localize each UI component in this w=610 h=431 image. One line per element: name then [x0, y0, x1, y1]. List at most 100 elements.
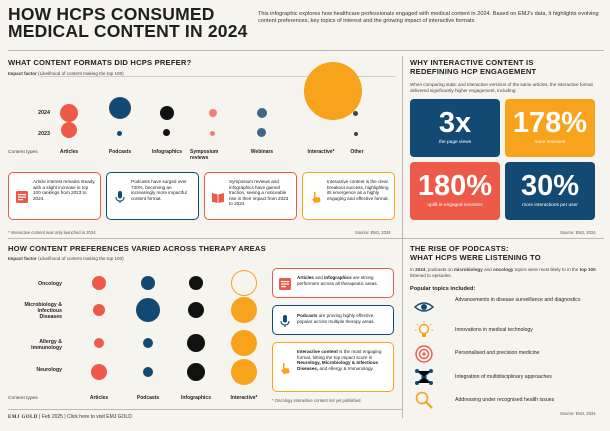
stat-engaged-sessions: 180% uplift in engaged sessions: [410, 162, 500, 220]
therapy-col-podcasts: Podcasts: [136, 395, 160, 401]
formats-card-interactive-text: Interactive content is the clear breakou…: [327, 179, 389, 201]
topic-precision: Personalised and precision medicine: [455, 350, 540, 356]
col-webinars: Webinars: [250, 149, 274, 155]
formats-heading: WHAT CONTENT FORMATS DID HCPS PREFER?: [8, 58, 192, 67]
formats-card-podcasts-text: Podcasts have surged over 730%, becoming…: [131, 179, 187, 201]
micro-infographics-bubble: [188, 302, 204, 318]
book-icon: [212, 193, 224, 203]
footer-link[interactable]: Click here to visit EMJ GOLD: [67, 414, 132, 420]
podcasts-source: Source: EMJ, 2024: [560, 411, 596, 416]
header-divider: [8, 50, 604, 51]
interactive-heading-line1: WHY INTERACTIVE CONTENT IS: [410, 58, 534, 67]
therapy-card-articles-bold1: Articles: [297, 275, 314, 280]
lightbulb-icon: [415, 321, 433, 337]
podcasts-desc-end: listened to episodes.: [410, 272, 452, 278]
network-icon: [415, 369, 433, 385]
col-articles: Articles: [59, 149, 79, 155]
formats-card-articles: Article interest remains steady, with a …: [8, 172, 101, 220]
topic-multidisciplinary: Integration of multidisciplinary approac…: [455, 374, 552, 380]
target-icon: [415, 345, 433, 363]
stat-sessions-label: more sessions: [534, 140, 566, 145]
therapy-card-podcasts-text: Podcasts are proving highly effective, p…: [297, 313, 391, 324]
therapy-card-podcasts-rest: are proving highly effective, popular ac…: [297, 313, 375, 324]
therapy-card-articles-mid: and: [313, 275, 325, 280]
column-divider: [402, 56, 403, 418]
stat-engaged-sessions-label: uplift in engaged sessions: [427, 203, 483, 208]
footer: EMJ GOLD | Feb 2025 | Click here to visi…: [8, 414, 132, 420]
therapy-card-podcasts-bold: Podcasts: [297, 313, 318, 318]
topic-surveillance: Advancements in disease surveillance and…: [455, 297, 581, 303]
row-oncology: Oncology: [38, 281, 62, 287]
stat-page-views-value: 3x: [438, 107, 472, 139]
article-icon: [16, 191, 28, 203]
topic-medtech: Innovations in medical technology: [455, 327, 533, 333]
other-2023-bubble: [354, 132, 358, 136]
podcasts-desc-year: 2024: [415, 267, 426, 272]
interactive-heading-line2: REDEFINING HCP ENGAGEMENT: [410, 67, 537, 76]
allergy-articles-bubble: [94, 338, 104, 348]
podcasts-desc-top100: top 100: [579, 267, 596, 272]
therapy-card-articles-bold2: Infographics: [324, 275, 352, 280]
podcasts-heading-line2: WHAT HCPS WERE LISTENING TO: [410, 253, 541, 262]
microphone-icon: [115, 191, 125, 203]
year-2023-label: 2023: [38, 131, 50, 137]
topic-underrecognised: Addressing under recognised health issue…: [455, 397, 555, 403]
podcasts-desc-and: and: [482, 267, 494, 272]
webinars-2024-bubble: [257, 108, 267, 118]
page-title: HOW HCPS CONSUMED MEDICAL CONTENT IN 202…: [8, 4, 248, 41]
year-2024-label: 2024: [38, 110, 50, 116]
magnifier-icon: [415, 391, 433, 409]
neuro-infographics-bubble: [187, 363, 205, 381]
neuro-articles-bubble: [91, 364, 107, 380]
therapy-card-interactive-bold2: Neurology, Microbiology & Infectious Dis…: [297, 360, 379, 371]
other-2024-bubble: [353, 111, 358, 116]
infographics-2023-bubble: [163, 129, 170, 136]
therapy-card-interactive-rest: and Allergy & Immunology.: [318, 365, 374, 371]
therapy-col-articles: Articles: [89, 395, 109, 401]
oncology-interactive-placeholder: [231, 270, 257, 296]
symposium-2023-bubble: [210, 131, 215, 136]
therapy-card-interactive-bold1: Interactive content: [297, 349, 338, 354]
therapy-card-articles-text: Articles and Infographics are strong per…: [297, 275, 391, 286]
hand-pointer-icon: [312, 192, 321, 203]
stat-sessions-value: 178%: [512, 107, 588, 139]
podcasts-desc-post: topics were most likely to in the: [513, 267, 580, 272]
podcasts-2024-bubble: [109, 97, 131, 119]
oncology-podcasts-bubble: [141, 276, 155, 290]
footer-sep-1: |: [39, 414, 42, 420]
stat-sessions: 178% more sessions: [505, 99, 595, 157]
col-podcasts: Podcasts: [108, 149, 132, 155]
oncology-infographics-bubble: [189, 276, 203, 290]
formats-footnote: * Interactive content was only launched …: [8, 230, 97, 235]
podcasts-heading: THE RISE OF PODCASTS: WHAT HCPS WERE LIS…: [410, 244, 541, 262]
therapy-col-interactive: Interactive*: [230, 395, 258, 401]
stat-interactions: 30% more interactions per user: [505, 162, 595, 220]
stat-page-views-label: the page views: [439, 140, 471, 145]
eye-icon: [414, 302, 434, 312]
formats-card-articles-text: Article interest remains steady, with a …: [33, 179, 96, 201]
therapy-card-interactive-mid: is the most engaging format, hitting the…: [297, 349, 382, 360]
formats-card-interactive: Interactive content is the clear breakou…: [302, 172, 395, 220]
podcasts-desc-mid: , podcasts on: [425, 267, 454, 272]
col-infographics: Infographics: [151, 149, 182, 155]
formats-card-symposium: Symposium reviews and infographics have …: [204, 172, 297, 220]
therapy-heading: HOW CONTENT PREFERENCES VARIED ACROSS TH…: [8, 244, 266, 253]
podcasts-desc-onco: oncology: [493, 267, 514, 272]
podcasts-desc-pre: In: [410, 267, 416, 272]
therapy-content-types-label: Content types: [8, 396, 38, 401]
micro-articles-bubble: [93, 304, 105, 316]
therapy-card-interactive-text: Interactive content is the most engaging…: [297, 349, 391, 371]
articles-2024-bubble: [60, 104, 78, 122]
therapy-card-articles-rest: are strong performers across all therape…: [297, 275, 378, 286]
formats-impact-desc: (Likelihood of content making the top 10…: [38, 71, 124, 76]
therapy-footnote: * Oncology interactive content not yet p…: [272, 398, 362, 403]
therapy-impact-desc: (Likelihood of content making the top 10…: [38, 256, 124, 261]
interactive-source: Source: EMJ, 2024: [560, 230, 596, 235]
stat-interactions-label: more interactions per user: [522, 203, 578, 208]
allergy-podcasts-bubble: [143, 338, 153, 348]
popular-topics-label: Popular topics included:: [410, 286, 476, 292]
micro-interactive-bubble: [231, 297, 257, 323]
infographics-2024-bubble: [160, 106, 174, 120]
podcasts-heading-line1: THE RISE OF PODCASTS:: [410, 244, 509, 253]
mid-divider: [8, 238, 604, 239]
